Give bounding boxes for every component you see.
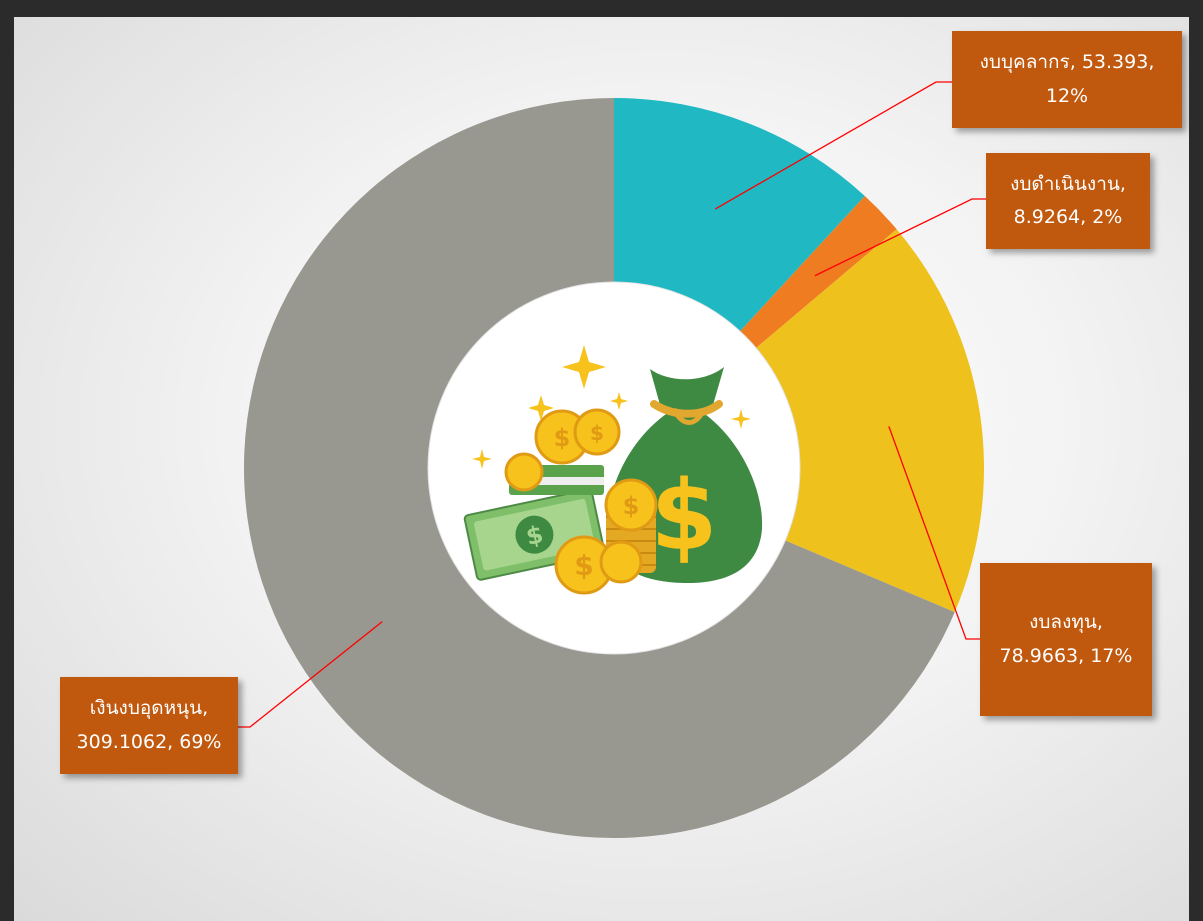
data-label-personnel-line2: 12% <box>952 80 1182 113</box>
data-label-operating-line2: 8.9264, 2% <box>986 201 1150 234</box>
svg-text:$: $ <box>554 424 571 452</box>
data-label-subsidy-line2: 309.1062, 69% <box>60 726 238 759</box>
data-label-personnel: งบบุคลากร, 53.393, 12% <box>952 31 1182 128</box>
data-label-operating: งบดำเนินงาน, 8.9264, 2% <box>986 153 1150 249</box>
data-label-subsidy-line1: เงินงบอุดหนุน, <box>60 692 238 725</box>
data-label-investment-line2: 78.9663, 17% <box>980 640 1152 673</box>
svg-text:$: $ <box>623 492 640 520</box>
data-label-investment-line1: งบลงทุน, <box>980 606 1152 639</box>
svg-text:$: $ <box>574 549 593 582</box>
svg-text:$: $ <box>590 421 604 445</box>
data-label-investment: งบลงทุน, 78.9663, 17% <box>980 563 1152 716</box>
chart-area: $ $ $ $ $ $ <box>14 17 1189 921</box>
data-label-operating-line1: งบดำเนินงาน, <box>986 168 1150 201</box>
data-label-subsidy: เงินงบอุดหนุน, 309.1062, 69% <box>60 677 238 774</box>
svg-text:$: $ <box>651 460 718 572</box>
data-label-personnel-line1: งบบุคลากร, 53.393, <box>952 46 1182 79</box>
